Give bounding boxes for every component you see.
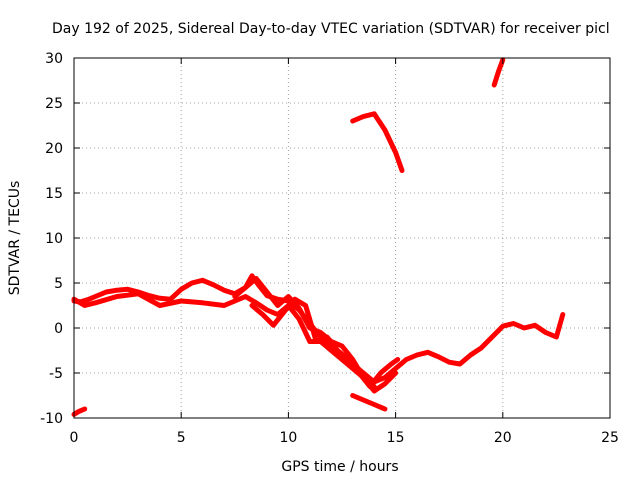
axes: [73, 57, 611, 419]
tick-labels: 0 5 10 15 20 25 -10 -5 0 5 10 15 20 25 30: [40, 51, 619, 446]
x-axis-label: GPS time / hours: [281, 459, 398, 475]
y-tick-label: -5: [49, 366, 63, 382]
x-tick-label: 20: [494, 430, 512, 446]
y-tick-label: 20: [45, 141, 63, 157]
y-tick-label: -10: [40, 411, 63, 427]
grid: [74, 58, 610, 418]
series-trace-5: [249, 296, 401, 389]
y-tick-label: 5: [54, 276, 63, 292]
x-tick-label: 15: [387, 430, 405, 446]
series-trace-8: [491, 57, 506, 88]
x-tick-label: 0: [70, 430, 79, 446]
series-trace-7: [350, 393, 388, 412]
x-tick-label: 25: [601, 430, 619, 446]
y-tick-label: 10: [45, 231, 63, 247]
y-axis-label: SDTVAR / TECUs: [7, 181, 23, 296]
y-tick-label: 15: [45, 186, 63, 202]
y-tick-label: 0: [54, 321, 63, 337]
series-layer: [71, 57, 566, 417]
x-tick-label: 5: [177, 430, 186, 446]
chart-title: Day 192 of 2025, Sidereal Day-to-day VTE…: [52, 21, 610, 37]
y-tick-label: 25: [45, 96, 63, 112]
series-trace-6: [350, 111, 405, 173]
y-tick-label: 30: [45, 51, 63, 67]
x-tick-label: 10: [279, 430, 297, 446]
series-trace-4: [232, 276, 377, 389]
series-trace-3: [71, 291, 399, 394]
series-trace-1: [71, 406, 88, 417]
